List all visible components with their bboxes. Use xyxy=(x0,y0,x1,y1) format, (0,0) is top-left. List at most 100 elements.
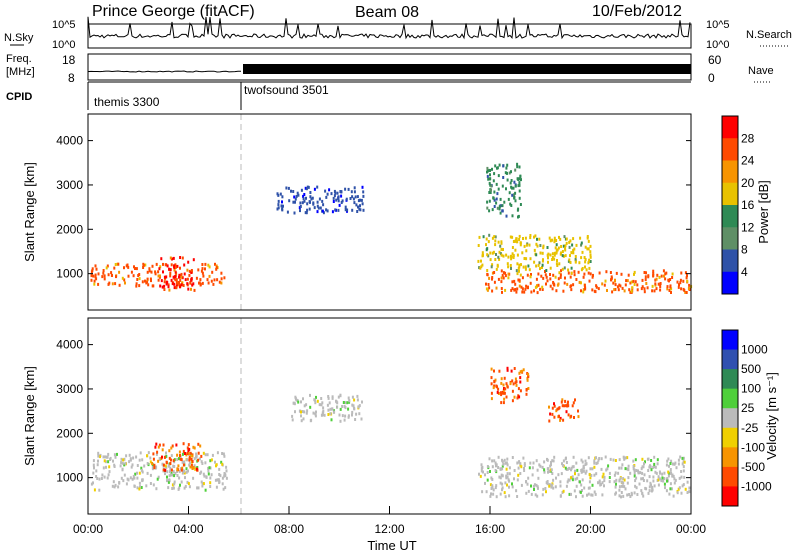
echo-cell-0 xyxy=(112,480,115,484)
echo-cell-0 xyxy=(151,284,154,288)
echo-cell-2 xyxy=(566,282,569,286)
echo-cell-2 xyxy=(531,473,534,477)
echo-cell-4 xyxy=(491,208,494,212)
echo-cell-2 xyxy=(653,455,656,459)
echo-cell-0 xyxy=(131,477,134,481)
echo-cell-2 xyxy=(653,289,656,293)
echo-cell-2 xyxy=(562,289,565,293)
echo-cell-2 xyxy=(511,280,514,284)
echo-cell-3 xyxy=(515,380,518,384)
echo-cell-0 xyxy=(105,266,108,270)
echo-cell-5 xyxy=(354,195,357,199)
echo-cell-2 xyxy=(624,283,627,287)
echo-cell-2 xyxy=(647,469,650,472)
echo-cell-3 xyxy=(523,257,526,260)
echo-cell-0 xyxy=(92,274,95,278)
echo-cell-5 xyxy=(276,207,279,211)
echo-cell-5 xyxy=(347,415,350,419)
echo-cell-0 xyxy=(128,460,131,464)
echo-cell-2 xyxy=(523,290,526,294)
echo-cell-0 xyxy=(90,482,93,486)
echo-cell-2 xyxy=(620,466,623,470)
echo-cell-0 xyxy=(93,466,95,470)
echo-cell-1 xyxy=(159,284,162,288)
echo-cell-1 xyxy=(160,279,163,283)
echo-cell-2 xyxy=(603,475,606,479)
echo-cell-2 xyxy=(630,289,633,293)
echo-cell-2 xyxy=(659,288,662,292)
echo-cell-3 xyxy=(490,382,493,386)
echo-cell-2 xyxy=(621,484,623,488)
echo-cell-2 xyxy=(670,291,672,294)
echo-cell-2 xyxy=(520,465,523,469)
echo-cell-0 xyxy=(201,462,204,465)
echo-cell-0 xyxy=(114,282,117,286)
echo-cell-2 xyxy=(575,278,578,281)
echo-cell-2 xyxy=(649,481,652,485)
echo-cell-2 xyxy=(502,271,505,275)
echo-cell-5 xyxy=(344,208,347,212)
echo-cell-2 xyxy=(506,457,509,461)
echo-cell-2 xyxy=(663,477,666,480)
echo-cell-5 xyxy=(322,203,325,207)
echo-cell-5 xyxy=(277,193,280,197)
echo-cell-3 xyxy=(586,235,589,238)
echo-cell-1 xyxy=(197,442,200,446)
echo-cell-2 xyxy=(527,476,530,480)
nsky-top-tick: 10^5 xyxy=(52,19,76,31)
echo-cell-4 xyxy=(551,412,554,416)
echo-cell-2 xyxy=(531,466,534,470)
echo-cell-0 xyxy=(145,281,148,285)
echo-cell-5 xyxy=(299,205,302,208)
echo-cell-0 xyxy=(215,266,218,270)
echo-cell-0 xyxy=(139,451,142,455)
echo-cell-4 xyxy=(518,165,521,169)
echo-cell-2 xyxy=(534,493,537,497)
echo-cell-0 xyxy=(103,475,106,479)
echo-cell-2 xyxy=(576,468,579,472)
echo-cell-3 xyxy=(580,241,583,245)
echo-cell-3 xyxy=(567,268,570,272)
echo-cell-3 xyxy=(518,371,521,375)
colorbar-swatch xyxy=(722,427,738,448)
echo-cell-2 xyxy=(686,491,689,494)
echo-cell-2 xyxy=(643,290,646,294)
echo-cell-2 xyxy=(588,279,591,283)
echo-cell-0 xyxy=(186,458,188,462)
echo-cell-0 xyxy=(97,451,100,455)
echo-cell-2 xyxy=(578,480,581,484)
echo-cell-2 xyxy=(651,289,654,293)
echo-cell-3 xyxy=(493,369,495,373)
echo-cell-2 xyxy=(616,285,619,289)
echo-cell-1 xyxy=(171,257,173,261)
echo-cell-0 xyxy=(107,460,110,464)
echo-cell-3 xyxy=(589,244,592,248)
echo-cell-0 xyxy=(149,277,152,281)
echo-cell-1 xyxy=(182,463,185,467)
echo-cell-2 xyxy=(629,281,632,285)
echo-cell-5 xyxy=(359,204,361,208)
echo-cell-0 xyxy=(146,454,148,458)
echo-cell-0 xyxy=(136,486,139,490)
echo-cell-1 xyxy=(175,281,178,284)
echo-cell-2 xyxy=(516,478,519,482)
echo-cell-3 xyxy=(500,401,503,405)
echo-cell-2 xyxy=(676,491,679,495)
echo-cell-0 xyxy=(207,469,210,473)
echo-cell-2 xyxy=(582,288,585,292)
echo-cell-4 xyxy=(490,188,492,192)
echo-cell-2 xyxy=(536,284,539,288)
echo-cell-0 xyxy=(92,471,95,475)
echo-cell-0 xyxy=(207,263,210,267)
echo-cell-2 xyxy=(551,472,554,475)
echo-cell-5 xyxy=(333,410,336,414)
echo-cell-0 xyxy=(94,264,97,268)
echo-cell-2 xyxy=(552,486,555,490)
echo-cell-0 xyxy=(171,483,174,487)
echo-cell-2 xyxy=(618,494,621,498)
echo-cell-1 xyxy=(171,444,174,448)
echo-cell-0 xyxy=(211,453,214,457)
echo-cell-2 xyxy=(662,479,665,483)
echo-cell-5 xyxy=(356,398,359,402)
echo-cell-2 xyxy=(672,494,675,498)
